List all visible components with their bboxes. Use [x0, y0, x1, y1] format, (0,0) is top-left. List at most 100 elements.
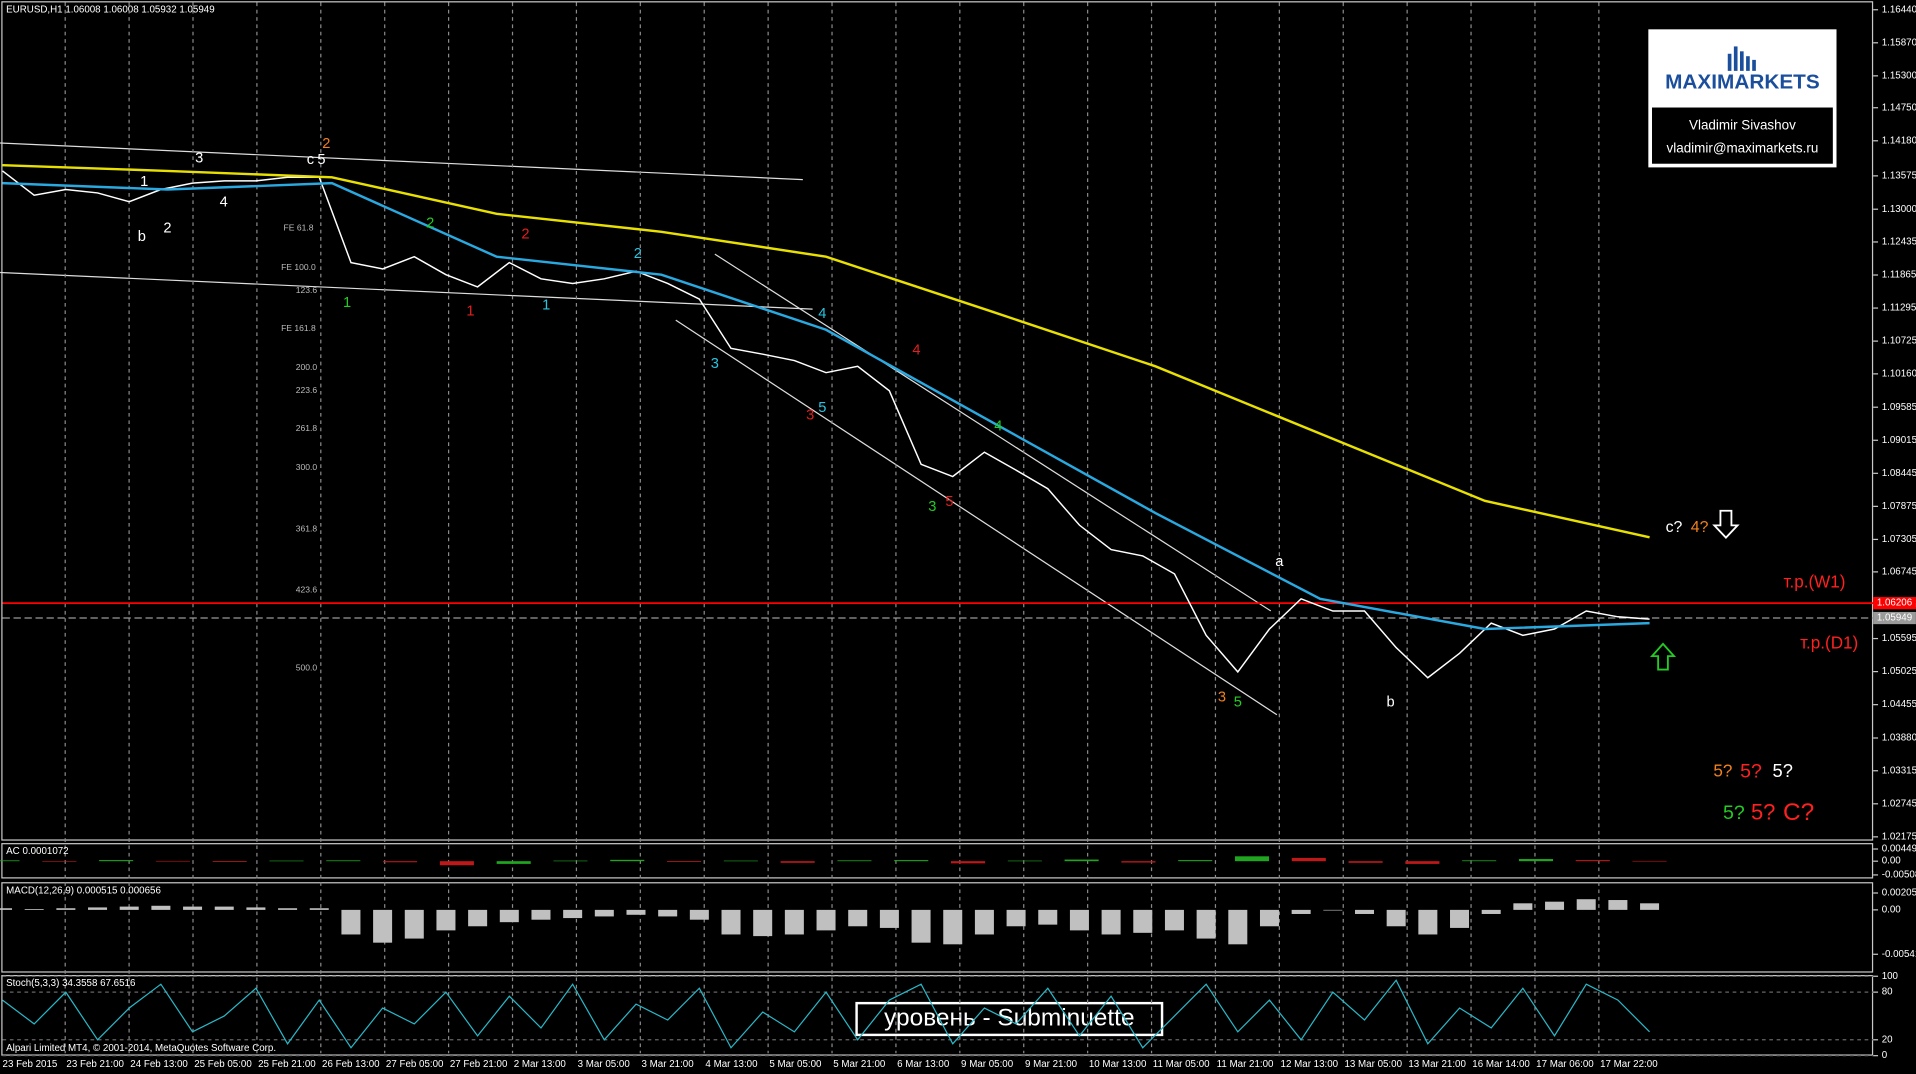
histogram-bar	[24, 909, 44, 910]
y-tick-label: 0.00	[1882, 904, 1902, 915]
x-tick-label: 5 Mar 05:00	[769, 1059, 822, 1070]
fibo-label: 361.8	[296, 523, 318, 533]
y-tick-label: 1.15300	[1882, 70, 1916, 81]
histogram-bar	[1164, 909, 1184, 931]
histogram-bar	[1121, 861, 1156, 863]
x-tick-label: 17 Mar 22:00	[1600, 1059, 1658, 1070]
y-tick-label: 0	[1882, 1050, 1888, 1061]
fibo-label: 423.6	[296, 584, 318, 594]
wave-label: 1	[140, 174, 148, 190]
level-tag	[1873, 597, 1916, 610]
fibo-label: 261.8	[296, 423, 318, 433]
histogram-bar	[1323, 909, 1343, 911]
annotation: c?	[1666, 519, 1683, 536]
histogram-bar	[1575, 860, 1610, 862]
y-tick-label: 1.02745	[1882, 798, 1916, 809]
copyright: Alpari Limited MT4, © 2001-2014, MetaQuo…	[6, 1043, 276, 1054]
wave-label: 3	[806, 407, 814, 423]
logo-brand: MAXIMARKETS	[1665, 71, 1820, 94]
histogram-bar	[496, 861, 531, 864]
x-tick-label: 24 Feb 13:00	[130, 1059, 188, 1070]
wave-label: 3	[928, 499, 936, 515]
histogram-bar	[404, 909, 424, 939]
histogram-bar	[1291, 857, 1326, 862]
histogram-bar	[1481, 909, 1501, 914]
y-tick-label: -0.005415	[1882, 949, 1916, 960]
histogram-bar	[1518, 859, 1554, 862]
histogram-bar	[88, 907, 108, 910]
x-tick-label: 13 Mar 05:00	[1344, 1059, 1402, 1070]
x-tick-label: 23 Feb 2015	[3, 1059, 58, 1070]
histogram-bar	[1178, 860, 1213, 862]
y-tick-label: 1.10725	[1882, 336, 1916, 347]
annotation: C?	[1783, 799, 1814, 826]
wave-label: 3	[1218, 690, 1226, 706]
y-tick-label: 1.10160	[1882, 368, 1916, 379]
fibo-label: FE 61.8	[284, 223, 314, 233]
histogram-bar	[1234, 856, 1270, 862]
histogram-bar	[1064, 859, 1099, 862]
trend-line	[0, 271, 813, 310]
wave-label: 2	[634, 246, 642, 262]
x-tick-label: 3 Mar 21:00	[642, 1059, 695, 1070]
histogram-bar	[1354, 909, 1374, 914]
wave-label: 4	[220, 195, 228, 211]
down-arrow	[1712, 509, 1740, 539]
histogram-bar	[383, 861, 418, 863]
histogram-bar	[1196, 909, 1216, 939]
level-label: 1.06206	[1877, 598, 1912, 609]
x-tick-label: 12 Mar 13:00	[1281, 1059, 1339, 1070]
logo-bar	[1727, 53, 1732, 71]
x-tick-label: 11 Mar 21:00	[1217, 1059, 1274, 1070]
histogram-bar	[151, 905, 171, 910]
histogram-bar	[246, 907, 266, 910]
y-tick-label: 1.06745	[1882, 566, 1916, 577]
histogram-bar	[326, 860, 361, 862]
annotation: 5?	[1713, 762, 1732, 781]
x-tick-label: 27 Feb 05:00	[386, 1059, 444, 1070]
x-tick-label: 27 Feb 21:00	[450, 1059, 508, 1070]
histogram-bar	[658, 909, 678, 917]
y-tick-label: 1.13575	[1882, 170, 1916, 181]
histogram-bar	[1348, 861, 1383, 863]
histogram-bar	[816, 909, 836, 931]
y-tick-label: 1.05025	[1882, 666, 1916, 677]
moving-average	[2, 163, 1650, 539]
wave-label: 2	[322, 136, 330, 152]
histogram-bar	[837, 860, 872, 862]
wave-label: 4	[912, 343, 920, 359]
x-tick-label: 13 Mar 21:00	[1408, 1059, 1466, 1070]
histogram-bar	[1462, 860, 1497, 862]
histogram-bar	[341, 909, 361, 935]
y-tick-label: 1.04455	[1882, 699, 1916, 710]
trend-lines	[0, 142, 1278, 716]
wave-label: 5	[317, 152, 325, 168]
logo-bar	[1752, 59, 1756, 71]
histogram-bar	[894, 860, 929, 862]
histogram-bar	[667, 861, 702, 862]
y-tick-label: 20	[1882, 1034, 1893, 1045]
histogram-bar	[1069, 909, 1089, 931]
x-tick-label: 9 Mar 05:00	[961, 1059, 1014, 1070]
histogram-bar	[56, 908, 76, 910]
x-tick-label: 2 Mar 13:00	[514, 1059, 567, 1070]
wave-label: 4	[818, 306, 826, 322]
x-tick-label: 25 Feb 21:00	[258, 1059, 316, 1070]
y-tick-label: 1.16440	[1882, 4, 1916, 15]
y-tick-label: 1.03315	[1882, 765, 1916, 776]
histogram-bar	[1386, 909, 1406, 927]
logo-bar	[1739, 51, 1744, 71]
histogram-bar	[689, 909, 709, 920]
y-tick-label: 1.07305	[1882, 534, 1916, 545]
y-tick-label: 1.13000	[1882, 204, 1916, 215]
fibo-label: 200.0	[296, 362, 318, 372]
histogram-bar	[0, 908, 13, 910]
x-tick-label: 26 Feb 13:00	[322, 1059, 380, 1070]
histogram-bar	[1608, 900, 1628, 910]
trend-line	[0, 142, 803, 181]
wave-label: b	[1386, 694, 1394, 710]
wave-label: 3	[195, 151, 203, 167]
histogram-bar	[1405, 861, 1440, 864]
y-tick-label: 1.14750	[1882, 102, 1916, 113]
histogram-bar	[753, 909, 773, 937]
